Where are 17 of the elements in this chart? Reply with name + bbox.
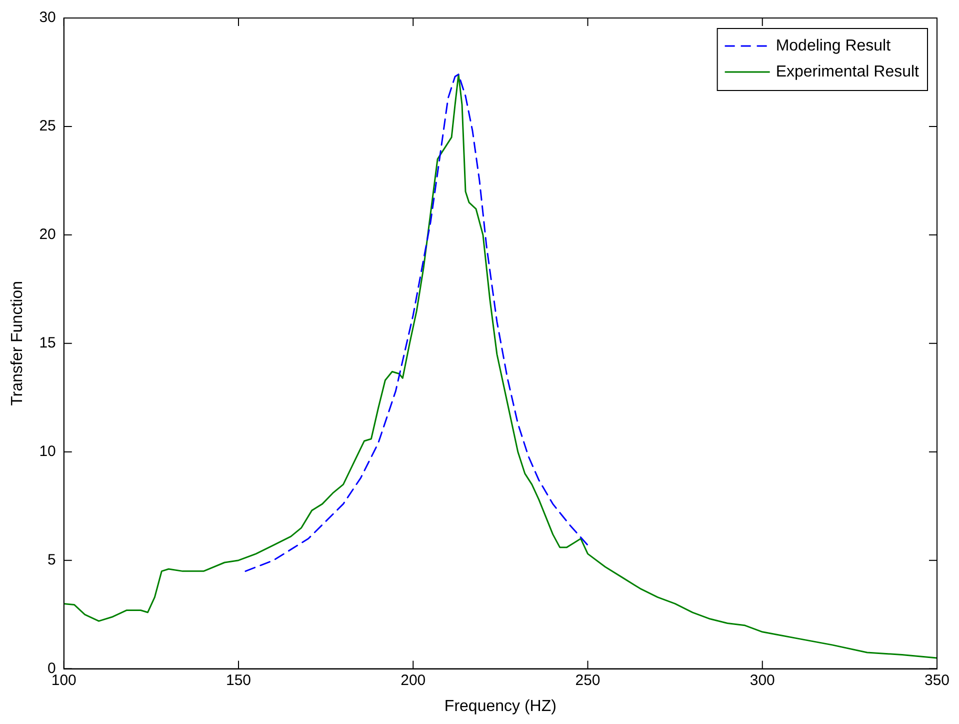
y-tick-label: 30 xyxy=(39,9,56,26)
y-axis-title: Transfer Function xyxy=(9,281,26,406)
x-tick-label: 300 xyxy=(750,672,775,689)
y-tick-label: 20 xyxy=(39,226,56,244)
x-tick-label: 200 xyxy=(400,672,426,689)
x-tick-label: 150 xyxy=(226,672,252,689)
x-tick-label: 100 xyxy=(51,672,76,689)
x-tick-label: 250 xyxy=(575,672,600,689)
y-tick-label: 25 xyxy=(39,118,56,135)
x-axis-title: Frequency (HZ) xyxy=(444,698,556,715)
x-tick-label: 350 xyxy=(924,672,950,689)
line-series xyxy=(244,74,589,572)
legend-label: Modeling Result xyxy=(776,37,892,54)
y-tick-label: 15 xyxy=(39,334,56,352)
legend-label: Experimental Result xyxy=(776,63,920,80)
y-tick-label: 10 xyxy=(39,443,56,460)
y-tick-label: 5 xyxy=(48,551,56,568)
